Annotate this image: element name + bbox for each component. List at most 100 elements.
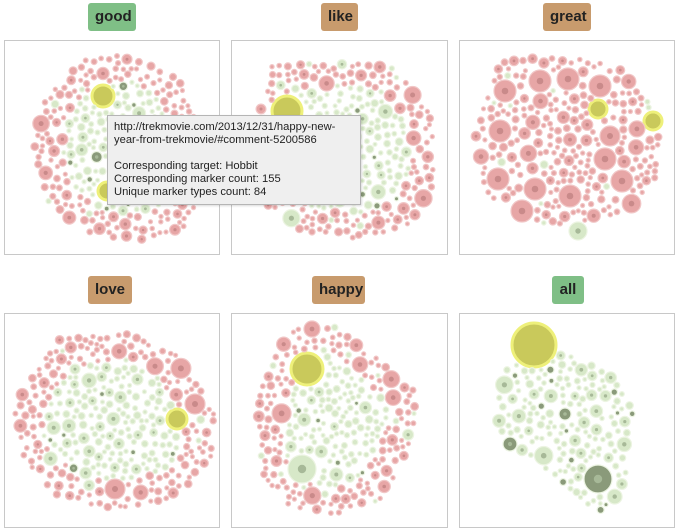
marker-bubble[interactable] [54,163,61,170]
marker-bubble[interactable] [265,88,271,95]
marker-bubble[interactable] [320,420,327,427]
marker-bubble[interactable] [337,502,345,510]
marker-bubble[interactable] [521,112,528,119]
marker-bubble[interactable] [105,55,113,63]
marker-bubble[interactable] [645,135,655,145]
marker-bubble[interactable] [126,382,133,389]
marker-bubble[interactable] [615,428,622,435]
marker-bubble[interactable] [596,445,603,452]
marker-bubble[interactable] [26,399,33,406]
marker-bubble[interactable] [117,428,125,436]
marker-bubble[interactable] [553,437,561,445]
marker-bubble[interactable] [95,358,101,364]
marker-bubble[interactable] [350,222,357,228]
marker-bubble[interactable] [61,149,67,156]
marker-bubble[interactable] [547,101,554,108]
marker-bubble[interactable] [391,130,398,137]
marker-bubble[interactable] [91,430,99,438]
marker-bubble[interactable] [45,393,53,401]
marker-bubble[interactable] [72,116,80,123]
marker-bubble[interactable] [548,55,556,62]
marker-bubble[interactable] [86,141,93,148]
marker-bubble[interactable] [555,136,563,145]
marker-bubble[interactable] [90,73,98,81]
marker-bubble[interactable] [331,365,337,372]
marker-bubble[interactable] [298,92,305,99]
marker-bubble[interactable] [188,386,195,393]
marker-bubble[interactable] [40,183,49,192]
marker-bubble[interactable] [118,383,125,390]
marker-bubble[interactable] [73,449,81,456]
marker-bubble[interactable] [325,388,334,396]
marker-bubble[interactable] [197,387,205,395]
marker-bubble[interactable] [334,459,342,466]
marker-bubble[interactable] [39,143,46,149]
marker-bubble[interactable] [546,430,553,438]
marker-bubble[interactable] [545,408,555,418]
marker-bubble[interactable] [62,171,68,177]
marker-bubble[interactable] [134,83,140,89]
marker-bubble[interactable] [186,376,193,383]
marker-bubble[interactable] [321,102,328,110]
marker-bubble[interactable] [77,411,86,421]
marker-bubble[interactable] [369,446,377,454]
marker-bubble[interactable] [411,184,418,192]
marker-bubble[interactable] [94,437,103,447]
marker-bubble[interactable] [38,420,46,429]
marker-bubble[interactable] [611,195,620,204]
marker-bubble[interactable] [363,451,370,458]
marker-bubble[interactable] [587,200,595,208]
marker-bubble[interactable] [546,365,555,375]
marker-bubble[interactable] [268,96,275,104]
marker-bubble[interactable] [527,452,534,459]
marker-bubble[interactable] [558,430,564,437]
marker-bubble[interactable] [126,212,134,219]
marker-bubble[interactable] [325,68,332,75]
marker-bubble[interactable] [90,58,98,66]
marker-bubble[interactable] [611,403,617,410]
marker-bubble[interactable] [68,456,75,462]
marker-bubble[interactable] [101,449,108,455]
marker-bubble[interactable] [284,453,291,459]
marker-bubble[interactable] [30,142,40,152]
marker-bubble[interactable] [162,471,170,479]
marker-bubble[interactable] [324,403,334,413]
marker-bubble[interactable] [353,410,360,416]
marker-bubble[interactable] [514,137,521,144]
marker-bubble[interactable] [622,469,629,476]
marker-bubble[interactable] [488,141,497,151]
marker-bubble[interactable] [59,372,67,380]
marker-bubble[interactable] [548,126,555,132]
marker-bubble[interactable] [576,401,583,408]
marker-bubble[interactable] [86,175,94,183]
marker-bubble[interactable] [569,422,575,428]
marker-bubble[interactable] [498,402,507,411]
marker-bubble[interactable] [560,399,567,406]
marker-bubble[interactable] [514,379,521,386]
marker-bubble[interactable] [276,449,283,456]
marker-bubble[interactable] [87,67,94,75]
marker-bubble[interactable] [590,448,597,456]
marker-bubble[interactable] [92,387,98,393]
marker-bubble[interactable] [140,83,147,90]
marker-bubble[interactable] [167,428,174,435]
marker-bubble[interactable] [588,167,597,175]
marker-bubble[interactable] [291,496,298,502]
marker-bubble[interactable] [582,376,588,383]
marker-bubble[interactable] [52,490,62,499]
marker-bubble[interactable] [380,229,387,235]
marker-bubble[interactable] [355,61,362,68]
marker-bubble[interactable] [548,164,554,171]
marker-bubble[interactable] [304,213,311,220]
marker-bubble[interactable] [53,410,61,417]
marker-bubble[interactable] [580,489,588,497]
marker-bubble[interactable] [299,388,308,397]
marker-bubble[interactable] [610,419,619,428]
marker-bubble[interactable] [555,179,561,186]
marker-bubble[interactable] [541,380,547,386]
marker-bubble[interactable] [115,90,121,97]
marker-bubble[interactable] [274,483,281,490]
marker-bubble[interactable] [554,144,561,150]
marker-bubble[interactable] [307,481,313,487]
marker-bubble[interactable] [394,171,404,181]
